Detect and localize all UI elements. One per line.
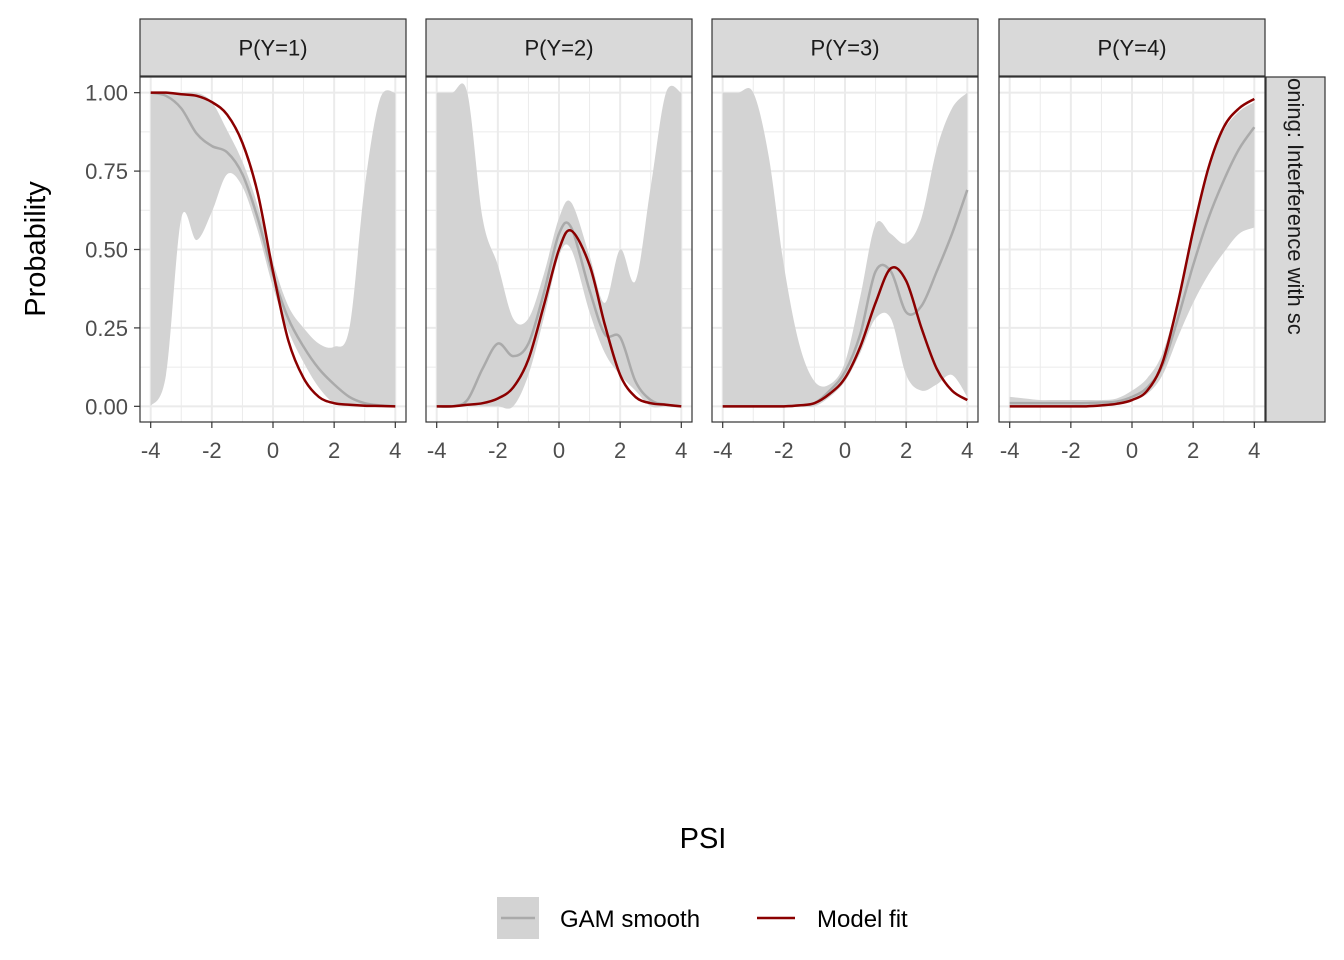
x-tick-label: 0 xyxy=(839,438,851,463)
legend-label-gam: GAM smooth xyxy=(560,906,700,933)
legend: GAM smooth Model fit xyxy=(497,897,908,939)
x-tick-label: -4 xyxy=(713,438,733,463)
row-strip-background xyxy=(1265,76,1326,423)
legend-item-model: Model fit xyxy=(757,906,908,933)
x-tick-label: -2 xyxy=(774,438,794,463)
y-tick-label: 1.00 xyxy=(85,81,128,106)
panel-3: P(Y=3) -4 -2 0 2 4 xyxy=(711,18,979,463)
facet-label: P(Y=4) xyxy=(1097,36,1166,61)
facet-label: P(Y=3) xyxy=(810,36,879,61)
x-axis-title: PSI xyxy=(680,823,727,855)
x-tick-label: 4 xyxy=(389,438,401,463)
x-tick-label: 4 xyxy=(1248,438,1260,463)
row-strip-label: oning: Interference with sc xyxy=(1283,78,1308,335)
x-tick-label: 2 xyxy=(1187,438,1199,463)
model-fit-line xyxy=(1009,97,1255,408)
x-tick-label: 2 xyxy=(614,438,626,463)
x-tick-label: 4 xyxy=(675,438,687,463)
facet-strip xyxy=(711,18,979,77)
y-tick-label: 0.00 xyxy=(85,394,128,419)
facet-label: P(Y=1) xyxy=(238,36,307,61)
row-strip: oning: Interference with sc xyxy=(1265,76,1326,423)
y-tick-label: 0.75 xyxy=(85,159,128,184)
y-axis-title: Probability xyxy=(20,181,52,317)
facet-strip xyxy=(998,18,1266,77)
panel-1: P(Y=1) -4 -2 0 2 4 0.00 0.25 0.50 0.75 1.00 xyxy=(85,18,407,463)
y-tick-label: 0.50 xyxy=(85,238,128,263)
model-fit-line xyxy=(722,266,968,408)
panels-layer: P(Y=1) -4 -2 0 2 4 0.00 0.25 0.50 0.75 1.00 P(Y=2) -… xyxy=(85,18,1266,463)
x-tick-label: -4 xyxy=(1000,438,1020,463)
x-tick-label: 0 xyxy=(1126,438,1138,463)
x-tick-label: -4 xyxy=(427,438,447,463)
gam-smooth-line xyxy=(1009,126,1256,405)
gam-confidence-ribbon xyxy=(150,90,396,407)
model-fit-line xyxy=(436,229,682,408)
gam-smooth-line xyxy=(436,221,682,409)
panel-2: P(Y=2) -4 -2 0 2 4 xyxy=(425,18,693,463)
x-tick-label: 0 xyxy=(553,438,565,463)
legend-label-model: Model fit xyxy=(817,906,908,933)
gam-confidence-ribbon xyxy=(722,88,968,408)
x-tick-label: 2 xyxy=(328,438,340,463)
x-tick-label: -2 xyxy=(488,438,508,463)
x-tick-label: -2 xyxy=(202,438,222,463)
y-tick-label: 0.25 xyxy=(85,316,128,341)
facet-strip xyxy=(139,18,407,77)
legend-item-gam: GAM smooth xyxy=(497,897,700,939)
panel-4: P(Y=4) -4 -2 0 2 4 xyxy=(998,18,1266,463)
x-tick-label: -2 xyxy=(1061,438,1081,463)
x-tick-label: 0 xyxy=(267,438,279,463)
x-tick-label: 4 xyxy=(961,438,973,463)
x-tick-label: -4 xyxy=(141,438,161,463)
facet-strip xyxy=(425,18,693,77)
facet-label: P(Y=2) xyxy=(524,36,593,61)
x-tick-label: 2 xyxy=(900,438,912,463)
gam-confidence-ribbon xyxy=(1009,102,1255,407)
model-fit-line xyxy=(150,91,396,408)
